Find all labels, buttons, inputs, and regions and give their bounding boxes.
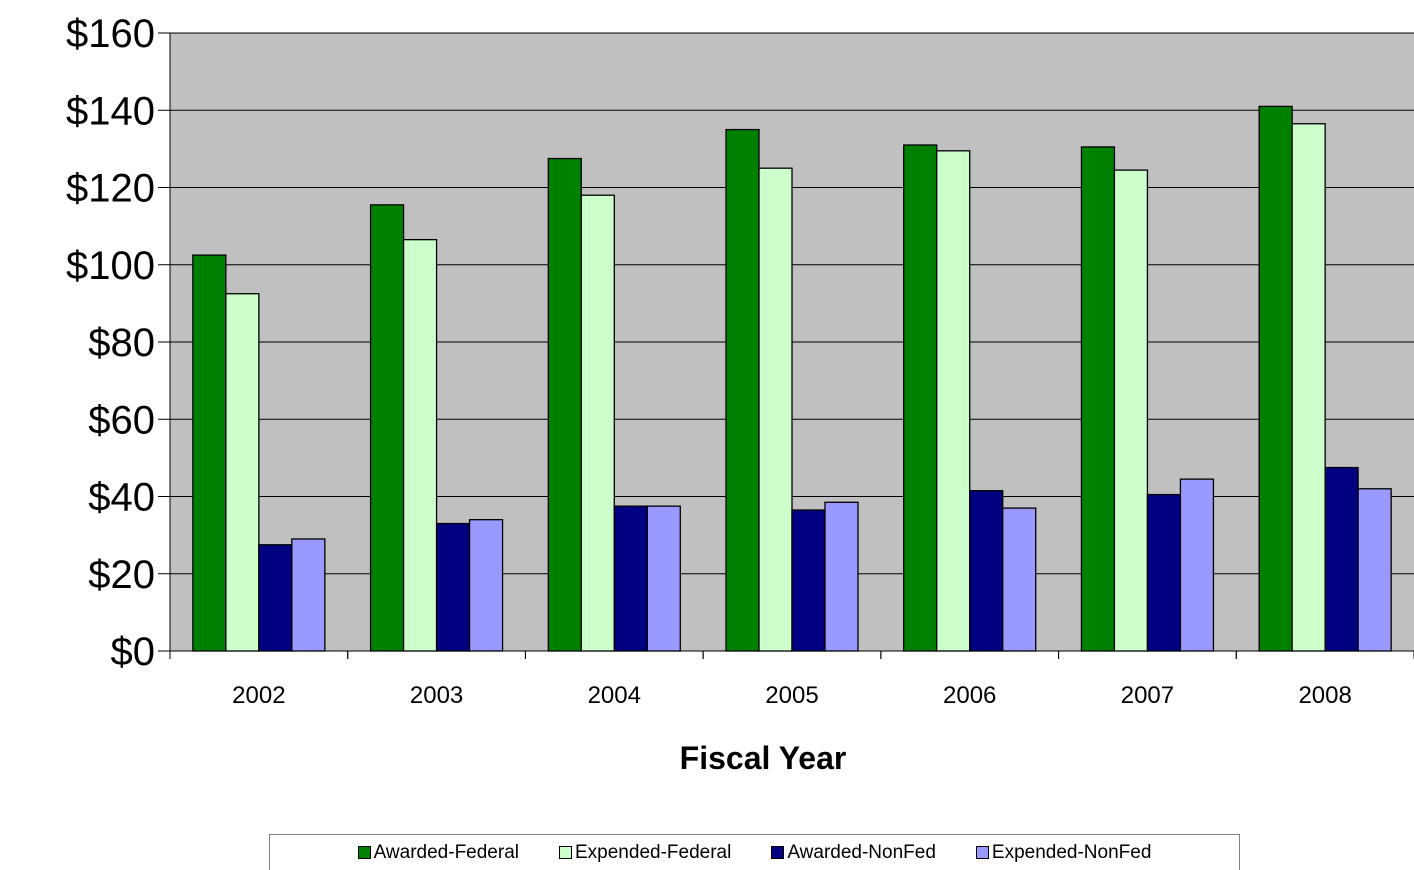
bar-expended-nonfed-2003 bbox=[468, 519, 504, 652]
bar-awarded-nonfed-2004 bbox=[613, 505, 648, 652]
x-tick-label: 2004 bbox=[588, 682, 641, 709]
bar-awarded-nonfed-2002 bbox=[258, 544, 293, 652]
bar-awarded-nonfed-2005 bbox=[791, 509, 826, 652]
y-tick-label: $20 bbox=[88, 553, 155, 597]
x-tick-label: 2006 bbox=[943, 682, 996, 709]
bar-expended-federal-2005 bbox=[758, 167, 793, 652]
legend-item: Awarded-Federal bbox=[357, 841, 519, 864]
y-tick-label: $160 bbox=[66, 12, 155, 56]
legend-label: Awarded-Federal bbox=[373, 841, 519, 863]
bar-awarded-nonfed-2006 bbox=[969, 490, 1004, 652]
bar-awarded-nonfed-2007 bbox=[1146, 493, 1182, 652]
legend-swatch bbox=[559, 846, 572, 859]
x-tick-labels: 2002 2003 2004 2005 2006 2007 2008 bbox=[232, 682, 1352, 709]
bar-expended-nonfed-2004 bbox=[646, 505, 681, 652]
bar-expended-federal-2003 bbox=[402, 238, 438, 652]
bar-awarded-federal-2008 bbox=[1258, 105, 1293, 652]
bar-expended-nonfed-2006 bbox=[1002, 507, 1037, 652]
bar-expended-federal-2002 bbox=[225, 293, 260, 652]
legend-label: Awarded-NonFed bbox=[787, 841, 936, 863]
x-tick-label: 2008 bbox=[1298, 682, 1351, 709]
bar-expended-nonfed-2002 bbox=[291, 538, 326, 652]
legend-item: Expended-Federal bbox=[559, 842, 731, 864]
bar-awarded-federal-2004 bbox=[547, 157, 582, 652]
bar-awarded-federal-2003 bbox=[369, 204, 405, 652]
y-tick-label: $140 bbox=[66, 89, 155, 133]
y-tick-label: $40 bbox=[88, 476, 155, 520]
bar-awarded-nonfed-2003 bbox=[435, 522, 471, 652]
bar-awarded-nonfed-2008 bbox=[1324, 466, 1359, 652]
legend-item: Awarded-NonFed bbox=[771, 842, 936, 864]
bar-expended-federal-2007 bbox=[1113, 169, 1149, 652]
x-axis-label: Fiscal Year bbox=[680, 740, 847, 776]
legend-swatch bbox=[771, 846, 785, 859]
y-tick-label: $120 bbox=[66, 167, 155, 211]
y-tick-label: $80 bbox=[88, 321, 155, 365]
bar-expended-federal-2004 bbox=[580, 194, 615, 652]
bar-expended-nonfed-2007 bbox=[1179, 478, 1215, 652]
bar-awarded-federal-2002 bbox=[192, 254, 227, 652]
legend-label: Expended-Federal bbox=[575, 841, 732, 863]
legend: Awarded-Federal Expended-Federal Awarded-N… bbox=[269, 834, 1240, 870]
x-tick-label: 2003 bbox=[410, 682, 463, 709]
bar-expended-nonfed-2008 bbox=[1357, 488, 1392, 652]
bar-awarded-federal-2007 bbox=[1080, 146, 1116, 652]
legend-swatch bbox=[357, 846, 371, 859]
legend-item: Expended-NonFed bbox=[975, 841, 1152, 864]
bar-expended-federal-2008 bbox=[1291, 123, 1326, 652]
x-tick-label: 2002 bbox=[232, 682, 285, 709]
bar-expended-federal-2006 bbox=[936, 150, 971, 652]
legend-swatch bbox=[975, 846, 989, 859]
bar-awarded-federal-2005 bbox=[725, 128, 760, 652]
axes bbox=[158, 32, 1414, 659]
legend-label: Expended-NonFed bbox=[991, 841, 1152, 863]
bar-awarded-federal-2006 bbox=[903, 144, 938, 652]
y-tick-label: $0 bbox=[111, 630, 156, 674]
x-tick-label: 2007 bbox=[1121, 682, 1174, 709]
y-tick-label: $60 bbox=[88, 398, 155, 442]
x-tick-label: 2005 bbox=[765, 682, 818, 709]
bar-chart: $0$20$40$60$80$100$120$140$160 2002 2003 2… bbox=[66, 12, 1414, 776]
bar-expended-nonfed-2005 bbox=[824, 501, 859, 652]
y-tick-label: $100 bbox=[66, 244, 155, 288]
y-tick-labels: $0 $20 $40 $60 $80 $100 $120 $140 $160 bbox=[66, 12, 155, 674]
